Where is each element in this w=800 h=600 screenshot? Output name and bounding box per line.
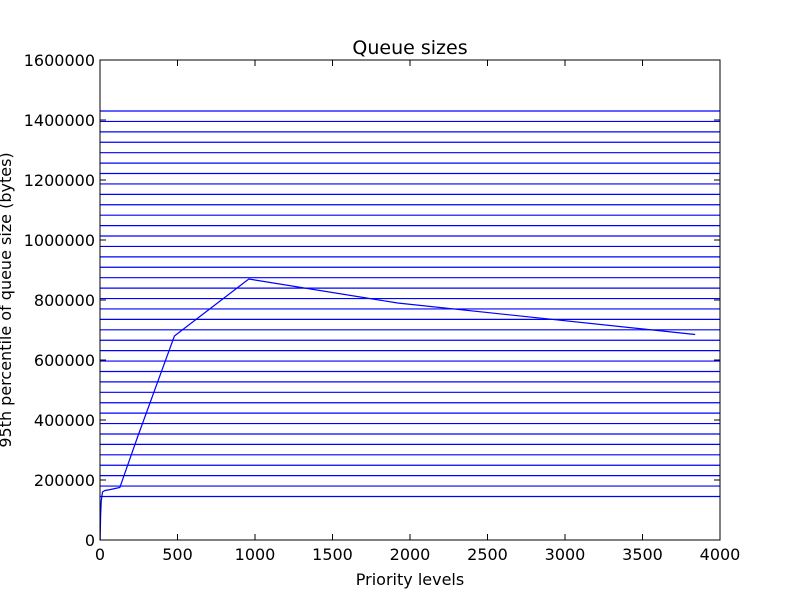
- y-tick-label: 400000: [34, 411, 95, 430]
- x-tick-label: 3000: [545, 545, 586, 564]
- x-tick-label: 1500: [312, 545, 353, 564]
- y-tick-label: 0: [85, 531, 95, 550]
- x-tick-label: 3500: [622, 545, 663, 564]
- y-tick-label: 1200000: [24, 171, 95, 190]
- chart-title: Queue sizes: [352, 37, 467, 59]
- x-tick-label: 1000: [235, 545, 276, 564]
- y-tick-label: 1600000: [24, 51, 95, 70]
- x-tick-label: 4000: [700, 545, 741, 564]
- y-tick-label: 200000: [34, 471, 95, 490]
- y-tick-label: 1400000: [24, 111, 95, 130]
- x-tick-label: 500: [162, 545, 193, 564]
- y-axis-label: 95th percentile of queue size (bytes): [0, 152, 15, 447]
- y-tick-label: 800000: [34, 291, 95, 310]
- x-tick-label: 2500: [467, 545, 508, 564]
- series-line: [99, 278, 696, 541]
- y-axis-ticks: 0 200000 400000 600000 800000 1000000 1200000 1…: [24, 51, 720, 550]
- horizontal-lines-group: [100, 110, 720, 498]
- series-group: [99, 278, 696, 541]
- y-tick-label: 600000: [34, 351, 95, 370]
- y-tick-label: 1000000: [24, 231, 95, 250]
- x-axis-label: Priority levels: [356, 570, 464, 589]
- x-tick-label: 2000: [390, 545, 431, 564]
- x-axis-ticks: 0 500 1000 1500 2000 2500 3000 3500 4000: [95, 60, 740, 564]
- x-tick-label: 0: [95, 545, 105, 564]
